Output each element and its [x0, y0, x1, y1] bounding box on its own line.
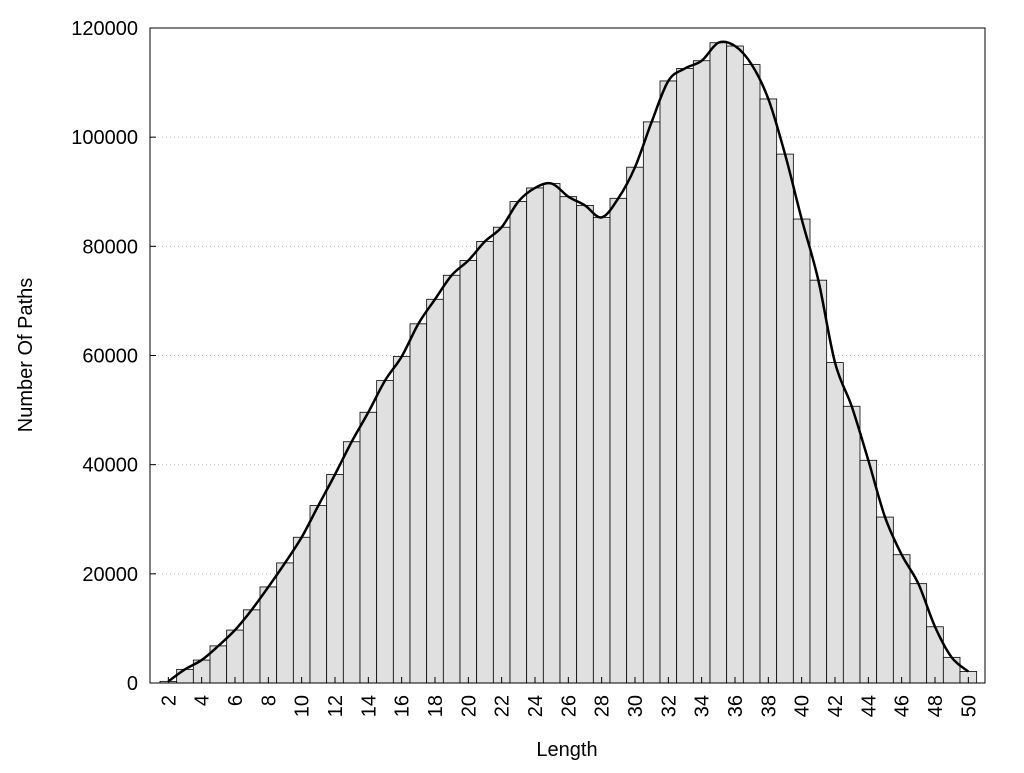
x-tick-label: 16 — [392, 695, 414, 717]
bar — [842, 405, 861, 684]
y-tick-label: 40000 — [82, 455, 138, 477]
trend-line — [167, 40, 970, 683]
bar — [859, 459, 878, 684]
x-tick-label: 36 — [725, 695, 747, 717]
bar — [759, 98, 778, 684]
bar — [359, 411, 378, 684]
bar — [542, 183, 561, 684]
bar — [892, 554, 911, 684]
y-tick-label: 100000 — [71, 127, 138, 149]
bar — [459, 260, 478, 684]
x-tick-label: 34 — [692, 695, 714, 717]
y-tick-label: 80000 — [82, 236, 138, 258]
y-tick-label: 0 — [127, 673, 138, 695]
x-tick-label: 8 — [258, 695, 280, 706]
bar — [476, 241, 494, 684]
x-tick-label: 48 — [925, 695, 947, 717]
y-tick-label: 120000 — [71, 18, 138, 40]
x-tick-label: 32 — [658, 695, 680, 717]
x-tick-label: 14 — [358, 695, 380, 717]
bar — [592, 217, 611, 684]
bar — [259, 586, 278, 684]
bar — [792, 218, 811, 684]
bar — [559, 196, 578, 684]
bar — [709, 42, 728, 684]
plot-frame — [149, 27, 986, 684]
bar — [692, 60, 711, 684]
x-tick-label: 18 — [425, 695, 447, 717]
bar — [409, 323, 428, 684]
bar — [876, 516, 894, 684]
bar — [392, 356, 411, 684]
bar — [276, 562, 294, 684]
bar — [376, 380, 394, 684]
bar — [176, 668, 194, 684]
bar — [809, 279, 828, 684]
bar — [342, 441, 361, 684]
x-tick-label: 22 — [492, 695, 514, 717]
bar — [642, 121, 661, 684]
y-tick-label: 60000 — [82, 346, 138, 368]
bar — [509, 201, 528, 684]
x-tick-label: 24 — [525, 695, 547, 717]
bar — [926, 626, 944, 684]
x-tick-label: 46 — [892, 695, 914, 717]
bar — [726, 45, 744, 684]
bar — [492, 226, 511, 684]
x-tick-label: 28 — [592, 695, 614, 717]
bar — [826, 362, 844, 684]
x-tick-label: 4 — [192, 695, 214, 706]
bar — [442, 274, 461, 684]
y-tick-label: 20000 — [82, 564, 138, 586]
bar — [226, 629, 244, 684]
x-tick-label: 30 — [625, 695, 647, 717]
bar — [742, 64, 761, 684]
x-tick-label: 26 — [558, 695, 580, 717]
bar — [776, 153, 794, 684]
x-tick-label: 42 — [825, 695, 847, 717]
bar — [309, 505, 328, 684]
bar — [676, 67, 694, 684]
bar — [526, 187, 544, 684]
x-tick-label: 50 — [958, 695, 980, 717]
x-tick-label: 20 — [458, 695, 480, 717]
bar — [242, 609, 261, 684]
x-tick-label: 2 — [158, 695, 180, 706]
x-tick-label: 44 — [858, 695, 880, 717]
bar — [292, 536, 311, 684]
bar — [326, 474, 344, 684]
bar — [609, 197, 628, 684]
x-tick-label: 6 — [225, 695, 247, 706]
x-axis-label: Length — [536, 739, 597, 761]
bar — [659, 80, 678, 684]
bar — [942, 656, 961, 684]
bar — [426, 298, 444, 684]
y-axis-label: Number Of Paths — [15, 278, 37, 433]
x-tick-label: 40 — [792, 695, 814, 717]
x-tick-label: 38 — [758, 695, 780, 717]
x-tick-label: 12 — [325, 695, 347, 717]
bar — [626, 166, 644, 684]
bar — [576, 204, 594, 684]
x-tick-label: 10 — [292, 695, 314, 717]
